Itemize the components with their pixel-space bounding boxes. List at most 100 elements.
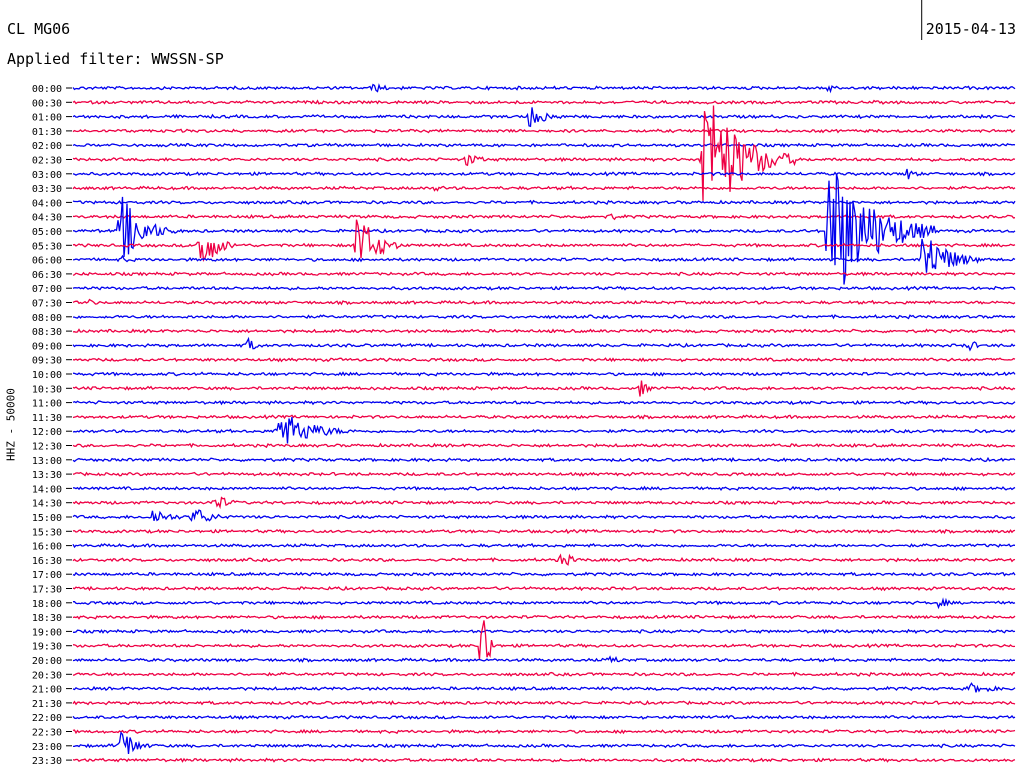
seismic-trace-1430 <box>72 496 1016 510</box>
row-time-label: 06:30 <box>32 270 62 281</box>
row-time-label: 20:30 <box>32 670 62 681</box>
seismic-trace-0200 <box>72 142 1016 148</box>
seismic-trace-0630 <box>72 271 1016 277</box>
seismic-trace-1730 <box>72 585 1016 592</box>
filter-label: Applied filter: WWSSN-SP <box>7 50 224 68</box>
row-time-label: 21:30 <box>32 699 62 710</box>
seismic-trace-1700 <box>72 571 1016 577</box>
seismic-trace-1500 <box>72 509 1016 522</box>
seismic-trace-1900 <box>73 628 1016 635</box>
seismic-trace-0130 <box>72 128 1016 134</box>
seismic-trace-1400 <box>72 485 1016 492</box>
row-time-label: 18:30 <box>32 613 62 624</box>
row-time-label: 01:00 <box>32 113 62 124</box>
seismic-trace-2130 <box>72 699 1016 706</box>
station-id: CL MG06 <box>7 20 71 38</box>
seismic-trace-1130 <box>72 414 1016 420</box>
seismic-trace-0800 <box>73 314 1016 320</box>
seismic-trace-0730 <box>72 298 1016 306</box>
seismic-trace-2000 <box>72 655 1016 664</box>
row-time-label: 23:00 <box>32 742 62 753</box>
row-time-label: 12:00 <box>32 427 62 438</box>
seismic-trace-1300 <box>72 456 1016 463</box>
date-label: 2015-04-13 <box>925 20 1016 38</box>
row-time-label: 03:30 <box>32 184 62 195</box>
row-time-label: 21:00 <box>32 685 62 696</box>
row-time-label: 22:30 <box>32 728 62 739</box>
row-time-label: 08:30 <box>32 327 62 338</box>
seismic-trace-0000 <box>72 83 1016 94</box>
row-time-label: 11:30 <box>32 413 62 424</box>
seismic-trace-0430 <box>72 213 1016 221</box>
row-time-label: 12:30 <box>32 442 62 453</box>
row-time-label: 05:30 <box>32 241 62 252</box>
seismic-trace-1530 <box>73 528 1016 535</box>
seismic-trace-1030 <box>72 380 1016 397</box>
row-time-label: 09:00 <box>32 341 62 352</box>
seismic-trace-1230 <box>72 442 1016 449</box>
seismic-trace-0300 <box>72 168 1016 180</box>
seismic-trace-2100 <box>72 682 1016 693</box>
row-time-label: 07:00 <box>32 284 62 295</box>
row-time-label: 14:00 <box>32 484 62 495</box>
row-time-label: 13:00 <box>32 456 62 467</box>
row-time-label: 16:00 <box>32 542 62 553</box>
row-time-label: 18:00 <box>32 599 62 610</box>
row-time-label: 16:30 <box>32 556 62 567</box>
seismic-trace-0900 <box>72 336 1016 352</box>
row-time-label: 22:00 <box>32 713 62 724</box>
row-time-label: 00:00 <box>32 84 62 95</box>
seismic-trace-0330 <box>72 185 1016 192</box>
row-time-label: 19:30 <box>32 642 62 653</box>
seismic-trace-0700 <box>72 285 1016 291</box>
seismic-trace-1800 <box>73 597 1016 610</box>
row-time-label: 03:00 <box>32 170 62 181</box>
row-time-label: 15:00 <box>32 513 62 524</box>
seismic-trace-0830 <box>72 328 1016 334</box>
seismic-trace-2200 <box>72 714 1016 720</box>
seismic-trace-1000 <box>72 371 1016 377</box>
seismic-trace-0230 <box>72 105 1016 201</box>
row-time-label: 11:00 <box>32 399 62 410</box>
row-time-label: 17:30 <box>32 585 62 596</box>
row-time-label: 01:30 <box>32 127 62 138</box>
seismic-trace-0500 <box>72 173 1016 285</box>
row-time-label: 07:30 <box>32 299 62 310</box>
seismic-trace-1830 <box>72 614 1016 620</box>
row-time-label: 17:00 <box>32 570 62 581</box>
row-time-label: 04:30 <box>32 213 62 224</box>
row-time-label: 00:30 <box>32 98 62 109</box>
row-time-label: 05:00 <box>32 227 62 238</box>
seismic-trace-0030 <box>72 99 1016 105</box>
seismic-trace-0100 <box>72 107 1016 128</box>
row-time-label: 08:00 <box>32 313 62 324</box>
row-time-label: 20:00 <box>32 656 62 667</box>
row-time-label: 19:00 <box>32 627 62 638</box>
seismic-trace-1100 <box>72 399 1016 406</box>
seismic-trace-2330 <box>72 757 1016 763</box>
row-time-label: 04:00 <box>32 198 62 209</box>
seismic-trace-0930 <box>72 357 1016 363</box>
seismic-trace-2230 <box>72 728 1016 735</box>
seismic-trace-0600 <box>72 238 1016 273</box>
row-time-label: 02:00 <box>32 141 62 152</box>
row-time-label: 14:30 <box>32 499 62 510</box>
seismic-trace-0400 <box>72 199 1016 206</box>
row-time-label: 13:30 <box>32 470 62 481</box>
row-time-label: 23:30 <box>32 756 62 767</box>
row-time-label: 10:00 <box>32 370 62 381</box>
seismic-trace-2030 <box>72 671 1016 677</box>
seismic-trace-0530 <box>72 219 1016 263</box>
seismic-trace-2300 <box>72 731 1016 754</box>
seismic-trace-1600 <box>72 542 1016 549</box>
seismic-trace-1200 <box>72 416 1016 444</box>
seismic-trace-1930 <box>72 620 1016 660</box>
seismic-trace-1630 <box>72 553 1016 566</box>
row-time-label: 06:00 <box>32 256 62 267</box>
row-time-label: 02:30 <box>32 156 62 167</box>
row-time-label: 09:30 <box>32 356 62 367</box>
row-time-label: 10:30 <box>32 384 62 395</box>
row-time-label: 15:30 <box>32 527 62 538</box>
seismic-trace-1330 <box>72 471 1016 477</box>
